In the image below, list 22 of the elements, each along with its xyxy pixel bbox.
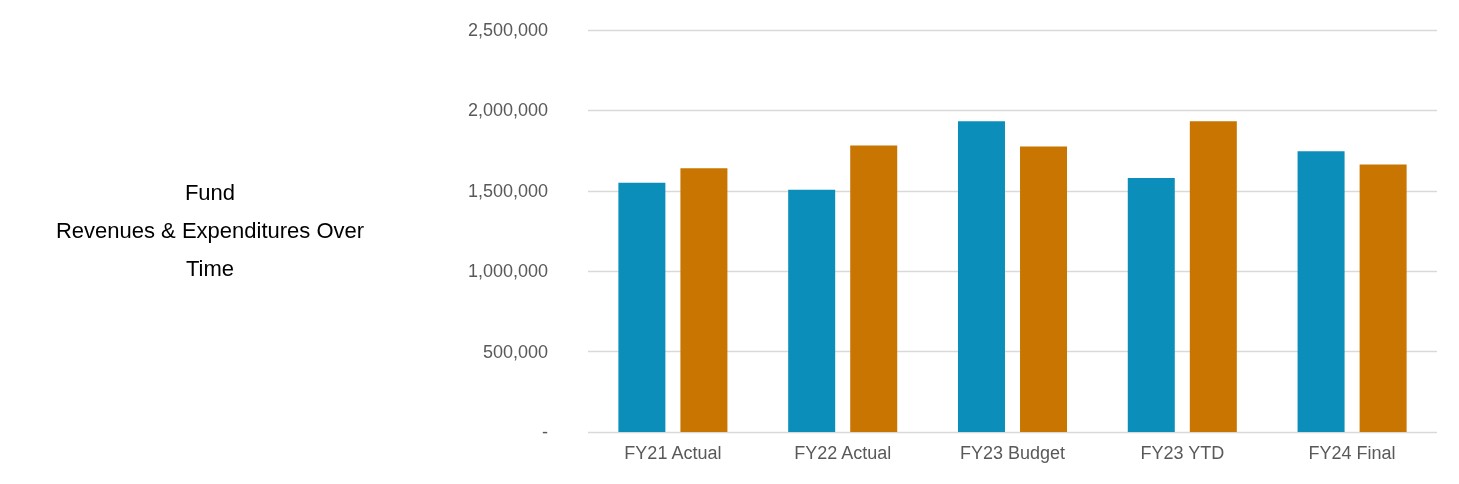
x-tick-label: FY23 Budget [959,443,1066,463]
x-tick-label: FY21 Actual [624,443,722,463]
bar [1020,146,1068,432]
y-tick-label: 1,000,000 [467,261,548,282]
bar [1359,164,1407,432]
bar [850,145,898,432]
y-tick-label: 500,000 [482,341,548,362]
bar [618,182,666,432]
x-tick-label: FY22 Actual [794,443,892,463]
bar [1127,178,1175,432]
bar [788,189,836,432]
bar [1297,151,1345,432]
y-tick-label: 2,000,000 [467,100,548,121]
x-tick-label: FY23 YTD [1140,443,1225,463]
bar [957,121,1005,432]
y-tick-label: - [542,422,548,442]
text: Fund Revenues & Expenditures Over Time [55,179,365,281]
x-tick-label: FY24 Final [1308,443,1396,463]
bar [680,168,728,432]
y-tick-label: 1,500,000 [467,180,548,201]
bar [1189,121,1237,432]
y-tick-label: 2,500,000 [467,20,548,40]
